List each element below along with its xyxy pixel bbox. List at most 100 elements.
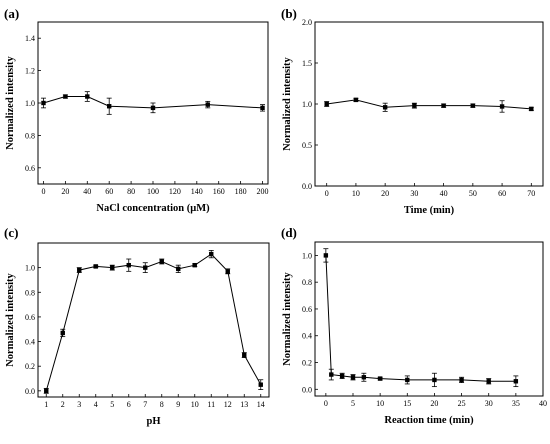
data-point bbox=[470, 103, 476, 108]
data-point bbox=[192, 262, 197, 268]
chart-panel-1: 0 20 40 60 80 100 120 140 160 180 200 0.6 0.8 1.0 1.2 1… bbox=[4, 6, 269, 214]
y-tick-label: 0.4 bbox=[25, 338, 35, 347]
data-point bbox=[176, 266, 181, 272]
y-tick-label: 0.5 bbox=[302, 141, 312, 150]
y-tick-label: 0.6 bbox=[302, 305, 312, 314]
x-tick-label: 30 bbox=[485, 399, 493, 408]
y-tick-label: 1.0 bbox=[25, 264, 35, 273]
x-tick-label: 0 bbox=[324, 399, 328, 408]
x-tick-label: 0 bbox=[41, 187, 45, 196]
x-tick-label: 20 bbox=[61, 187, 69, 196]
x-tick-label: 1 bbox=[44, 400, 48, 409]
x-axis-label: NaCl concentration (μM) bbox=[96, 203, 210, 214]
data-point bbox=[323, 253, 329, 258]
y-tick-label: 0.8 bbox=[302, 278, 312, 287]
x-tick-label: 15 bbox=[403, 399, 411, 408]
x-tick-label: 25 bbox=[458, 399, 466, 408]
data-point bbox=[150, 105, 156, 111]
x-tick-label: 8 bbox=[160, 400, 164, 409]
data-point bbox=[529, 106, 534, 112]
data-point bbox=[106, 104, 112, 109]
x-tick-label: 6 bbox=[127, 400, 131, 409]
x-tick-label: 80 bbox=[127, 187, 135, 196]
data-point bbox=[41, 100, 46, 106]
data-point bbox=[205, 102, 210, 107]
x-tick-label: 120 bbox=[169, 187, 181, 196]
data-point bbox=[44, 388, 49, 394]
panel-label: (b) bbox=[281, 6, 297, 21]
x-tick-label: 70 bbox=[527, 189, 535, 198]
x-axis-label: pH bbox=[146, 416, 160, 427]
y-tick-label: 0.2 bbox=[302, 359, 312, 368]
data-point bbox=[377, 376, 383, 381]
x-tick-label: 7 bbox=[143, 400, 147, 409]
y-axis-label: Normalized intensity bbox=[5, 272, 16, 366]
data-point bbox=[77, 267, 82, 273]
data-point bbox=[350, 375, 356, 380]
data-point bbox=[441, 103, 446, 108]
y-tick-label: 1.4 bbox=[25, 34, 35, 43]
y-tick-label: 0.8 bbox=[25, 288, 35, 297]
x-tick-label: 20 bbox=[381, 189, 389, 198]
y-tick-label: 0.6 bbox=[25, 164, 35, 173]
data-point bbox=[93, 264, 98, 269]
data-point bbox=[405, 377, 410, 383]
y-tick-label: 1.2 bbox=[25, 67, 35, 76]
data-point bbox=[499, 104, 505, 109]
data-point bbox=[513, 379, 519, 384]
x-axis-label: Time (min) bbox=[404, 205, 455, 216]
y-axis-label: Normalized intensity bbox=[282, 56, 293, 150]
x-tick-label: 40 bbox=[83, 187, 91, 196]
x-tick-label: 180 bbox=[235, 187, 247, 196]
x-tick-label: 13 bbox=[240, 400, 248, 409]
x-tick-label: 60 bbox=[105, 187, 113, 196]
x-tick-label: 40 bbox=[539, 399, 547, 408]
data-point bbox=[412, 103, 417, 108]
x-tick-label: 11 bbox=[207, 400, 215, 409]
data-point bbox=[432, 377, 437, 383]
x-tick-label: 60 bbox=[498, 189, 506, 198]
data-point bbox=[353, 97, 359, 103]
x-tick-label: 40 bbox=[440, 189, 448, 198]
data-point bbox=[85, 94, 90, 99]
x-tick-label: 10 bbox=[376, 399, 384, 408]
data-point bbox=[486, 379, 491, 384]
plot-frame bbox=[37, 242, 270, 398]
data-point bbox=[329, 372, 334, 377]
x-tick-label: 140 bbox=[191, 187, 203, 196]
panel-label: (a) bbox=[4, 6, 19, 21]
y-tick-label: 0.6 bbox=[25, 313, 35, 322]
data-point bbox=[63, 94, 68, 99]
panel-label: (c) bbox=[4, 225, 18, 240]
x-tick-label: 50 bbox=[469, 189, 477, 198]
plot-frame bbox=[314, 21, 544, 187]
x-tick-label: 4 bbox=[94, 400, 98, 409]
y-tick-label: 0.8 bbox=[25, 131, 35, 140]
x-tick-label: 100 bbox=[147, 187, 159, 196]
y-tick-label: 0.4 bbox=[302, 332, 312, 341]
data-point bbox=[209, 251, 214, 257]
series-line bbox=[325, 255, 516, 382]
x-tick-label: 20 bbox=[430, 399, 438, 408]
data-point bbox=[110, 265, 115, 270]
x-tick-label: 14 bbox=[257, 400, 265, 409]
x-tick-label: 9 bbox=[176, 400, 180, 409]
x-tick-label: 12 bbox=[224, 400, 232, 409]
x-tick-label: 10 bbox=[191, 400, 199, 409]
x-tick-label: 2 bbox=[61, 400, 65, 409]
data-point bbox=[361, 375, 367, 380]
data-point bbox=[260, 105, 265, 111]
y-tick-label: 2.0 bbox=[302, 18, 312, 27]
x-tick-label: 30 bbox=[410, 189, 418, 198]
y-tick-label: 1.0 bbox=[25, 99, 35, 108]
chart-panel-4: 0 5 10 15 20 25 30 35 40 0.0 0.2 0.4 0.6 0.8 1.0 (d) Rea… bbox=[281, 225, 547, 426]
data-point bbox=[225, 269, 230, 274]
x-tick-label: 5 bbox=[351, 399, 355, 408]
data-point bbox=[339, 373, 345, 379]
y-tick-label: 0.0 bbox=[25, 387, 35, 396]
chart-panel-2: 0 10 20 30 40 50 60 70 0.0 0.5 1.0 1.5 2.0 (b) Time (m… bbox=[281, 6, 544, 216]
y-axis-label: Normalized intensity bbox=[5, 55, 16, 149]
y-tick-label: 1.0 bbox=[302, 251, 312, 260]
data-point bbox=[143, 265, 148, 270]
